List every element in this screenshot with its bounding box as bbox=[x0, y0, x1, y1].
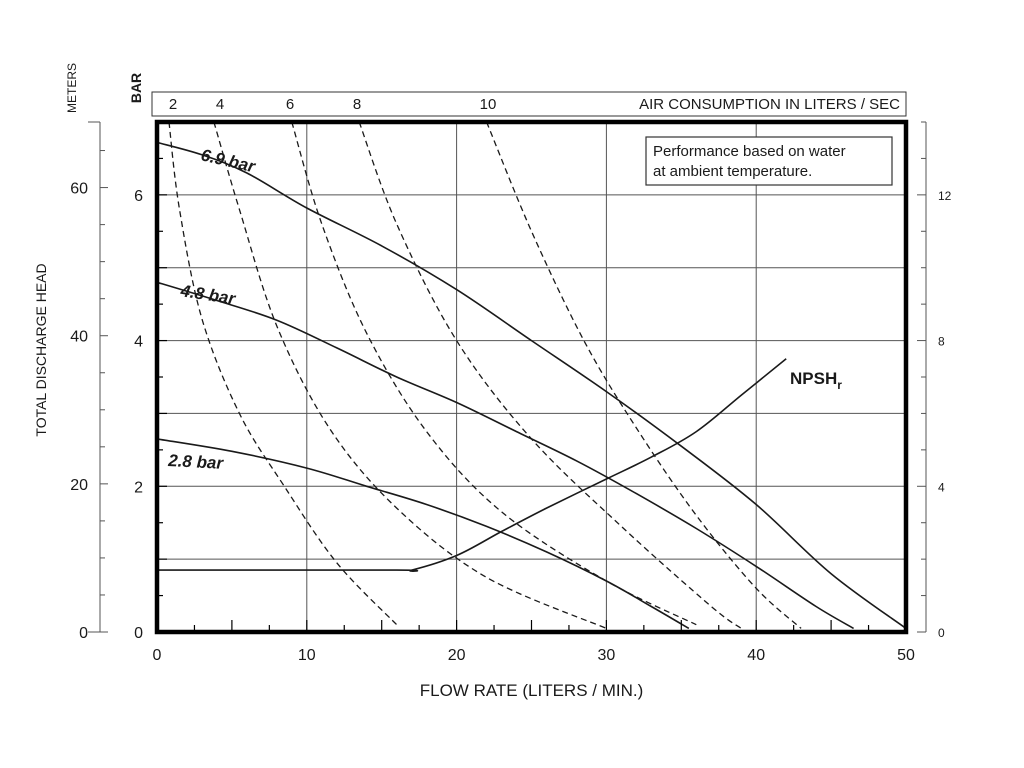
y-meters-tick-label: 20 bbox=[70, 477, 88, 494]
y-meters-axis-label: METERS bbox=[65, 63, 79, 113]
x-tick-label: 40 bbox=[747, 647, 765, 664]
y-right-tick-label: 8 bbox=[938, 335, 945, 349]
y-right-tick-label: 0 bbox=[938, 626, 945, 640]
air-tick-label: 8 bbox=[353, 96, 361, 113]
y-meters-tick-label: 60 bbox=[70, 181, 88, 198]
air-tick-label: 4 bbox=[216, 96, 224, 113]
air-tick-label: 2 bbox=[169, 96, 177, 113]
y-right-tick-label: 4 bbox=[938, 480, 945, 494]
y-meters-tick-label: 40 bbox=[70, 329, 88, 346]
grid-lines bbox=[157, 122, 906, 632]
y-meters-tick-label: 0 bbox=[79, 625, 88, 642]
y-bar-tick-label: 2 bbox=[134, 479, 143, 496]
x-tick-label: 30 bbox=[598, 647, 616, 664]
x-tick-label: 10 bbox=[298, 647, 316, 664]
y-bar-axis-label: BAR bbox=[128, 73, 144, 103]
pressure-curve-4 bbox=[157, 358, 787, 572]
npshr-subscript: r bbox=[837, 378, 842, 392]
y-bar-tick-label: 6 bbox=[134, 188, 143, 205]
pressure-curve-2 bbox=[156, 281, 855, 630]
y-right-tick-label: 12 bbox=[938, 189, 952, 203]
pressure-curve-3 bbox=[156, 438, 690, 630]
note-line-1: Performance based on water bbox=[653, 143, 846, 160]
air-curve-2 bbox=[168, 121, 398, 626]
y-meters-axis-title: TOTAL DISCHARGE HEAD bbox=[33, 263, 49, 436]
y-bar-tick-label: 4 bbox=[134, 334, 143, 351]
air-curve-8 bbox=[358, 121, 742, 629]
npshr-label: NPSHr bbox=[790, 369, 842, 392]
pressure-curves bbox=[156, 141, 907, 630]
air-curve-10 bbox=[485, 121, 802, 629]
pressure-curve-label-2: 4.8 bar bbox=[178, 281, 237, 309]
air-consumption-bar bbox=[151, 91, 907, 117]
x-axis-title: FLOW RATE (LITERS / MIN.) bbox=[420, 681, 644, 700]
air-tick-label: 6 bbox=[286, 96, 294, 113]
axes bbox=[88, 91, 927, 635]
y-bar-tick-label: 0 bbox=[134, 625, 143, 642]
air-curve-6 bbox=[291, 121, 697, 626]
pressure-curve-1 bbox=[156, 141, 907, 630]
note-line-2: at ambient temperature. bbox=[653, 163, 812, 180]
air-tick-label: 10 bbox=[480, 96, 497, 113]
x-tick-label: 50 bbox=[897, 647, 915, 664]
air-curve-4 bbox=[213, 121, 607, 629]
air-consumption-curves bbox=[168, 121, 802, 629]
pressure-curve-label-3: 2.8 bar bbox=[167, 451, 225, 473]
air-axis-label: AIR CONSUMPTION IN LITERS / SEC bbox=[639, 96, 900, 113]
x-tick-label: 0 bbox=[153, 647, 162, 664]
note-box bbox=[645, 136, 893, 186]
x-tick-label: 20 bbox=[448, 647, 466, 664]
